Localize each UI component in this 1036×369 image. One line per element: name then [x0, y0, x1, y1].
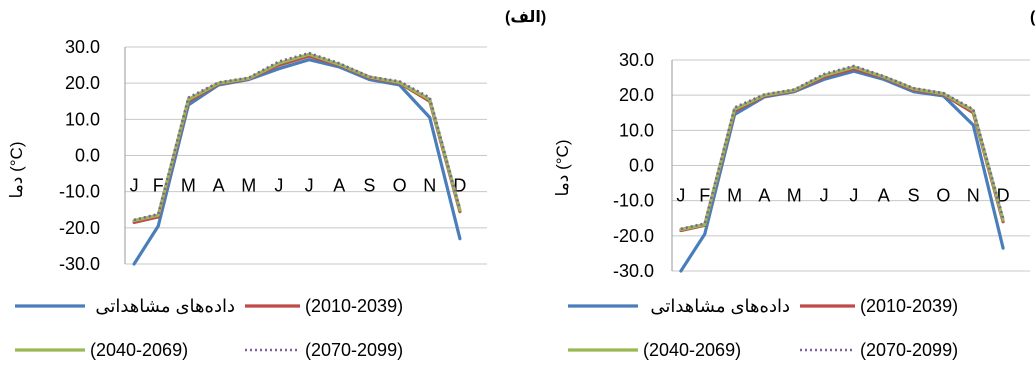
y-tick-label: -30.0	[59, 254, 100, 274]
y-tick-label: -10.0	[59, 182, 100, 202]
x-tick-label: M	[787, 186, 802, 206]
series-line	[132, 54, 462, 225]
series-line	[133, 51, 462, 222]
x-tick-label: M	[181, 176, 196, 196]
y-tick-label: 0.0	[629, 156, 654, 176]
panel-label: (الف)	[505, 9, 546, 26]
series-line	[679, 67, 1005, 233]
chart-panel-be: 30.020.010.00.0-10.0-20.0-30.0J F M A M J J A S O…	[553, 9, 1036, 360]
x-tick-label: J	[820, 186, 829, 206]
x-tick-label: N	[967, 186, 980, 206]
legend-label: داده‌های مشاهداتی	[95, 296, 235, 316]
x-tick-label: S	[908, 186, 920, 206]
y-tick-label: 10.0	[619, 120, 654, 140]
y-tick-label: -20.0	[613, 226, 654, 246]
legend-label: (2010-2039)	[305, 296, 403, 316]
x-tick-label: A	[758, 186, 770, 206]
x-tick-label: A	[213, 176, 225, 196]
y-tick-label: 20.0	[65, 73, 100, 93]
x-tick-label: O	[393, 176, 407, 196]
x-tick-label: N	[423, 176, 436, 196]
y-tick-label: -20.0	[59, 218, 100, 238]
x-tick-label: J	[274, 176, 283, 196]
x-tick-label: M	[727, 186, 742, 206]
x-tick-label: F	[153, 176, 164, 196]
legend-label: (2010-2039)	[860, 296, 958, 316]
y-tick-label: 0.0	[75, 146, 100, 166]
x-tick-label: F	[699, 186, 710, 206]
chart-panel-alef: 30.020.010.00.0-10.0-20.0-30.0J F M A M J J A S O…	[7, 9, 546, 360]
legend-label: (2070-2099)	[305, 340, 403, 360]
y-axis-label: دما (°C)	[7, 142, 26, 199]
series-line	[680, 64, 1005, 231]
x-tick-label: A	[878, 186, 890, 206]
x-tick-label: J	[130, 176, 139, 196]
x-tick-label: A	[333, 176, 345, 196]
legend-label: (2040-2069)	[643, 340, 741, 360]
y-tick-label: -10.0	[613, 191, 654, 211]
y-tick-label: 30.0	[65, 37, 100, 57]
legend-label: (2040-2069)	[90, 340, 188, 360]
legend-label: داده‌های مشاهداتی	[650, 296, 790, 316]
x-tick-label: O	[936, 186, 950, 206]
x-tick-label: D	[453, 176, 466, 196]
series-line	[132, 52, 462, 223]
x-tick-label: S	[363, 176, 375, 196]
x-tick-label: M	[241, 176, 256, 196]
x-tick-label: J	[305, 176, 314, 196]
y-axis-label: دما (°C)	[553, 140, 572, 197]
x-tick-label: J	[849, 186, 858, 206]
y-tick-label: 30.0	[619, 50, 654, 70]
x-tick-label: D	[997, 186, 1010, 206]
y-tick-label: 10.0	[65, 109, 100, 129]
legend-label: (2070-2099)	[860, 340, 958, 360]
panel-label: (ب)	[1030, 9, 1036, 26]
x-tick-label: J	[676, 186, 685, 206]
y-tick-label: 20.0	[619, 85, 654, 105]
y-tick-label: -30.0	[613, 261, 654, 281]
